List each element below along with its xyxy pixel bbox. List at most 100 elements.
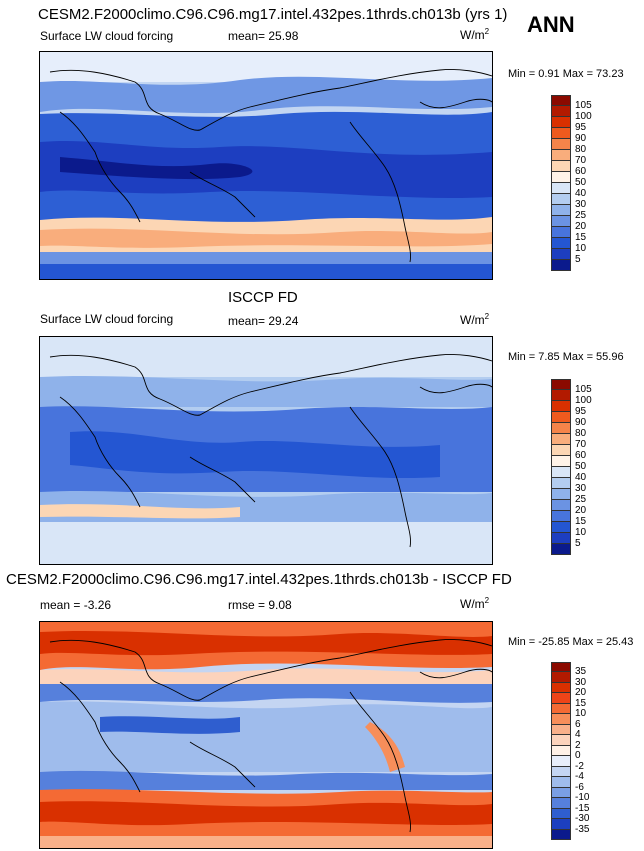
colorbar-swatch	[551, 423, 571, 434]
panel1-map-svg	[40, 52, 492, 279]
colorbar-swatch	[551, 745, 571, 757]
colorbar-swatch	[551, 194, 571, 205]
panel2-colorbar	[551, 379, 571, 555]
colorbar-swatch	[551, 260, 571, 271]
panel1-mean-label: mean=	[228, 29, 266, 43]
colorbar-tick-label: 20	[575, 221, 587, 232]
colorbar-swatch	[551, 756, 571, 767]
colorbar-swatch	[551, 703, 571, 715]
colorbar-swatch	[551, 412, 571, 423]
panel3-units: W/m2	[460, 596, 489, 611]
colorbar-tick-label: 20	[575, 505, 587, 516]
colorbar-swatch	[551, 500, 571, 511]
colorbar-swatch	[551, 379, 571, 390]
colorbar-tick-label: 25	[575, 494, 587, 505]
colorbar-swatch	[551, 787, 571, 799]
colorbar-swatch	[551, 161, 571, 172]
panel3-title: CESM2.F2000climo.C96.C96.mg17.intel.432p…	[6, 571, 512, 588]
panel3-units-exp: 2	[484, 596, 490, 605]
panel3-rmse: rmse = 9.08	[228, 598, 292, 612]
panel1-units-base: W/m	[460, 28, 485, 42]
colorbar-swatch	[551, 829, 571, 840]
colorbar-tick-label: 10	[575, 708, 587, 720]
colorbar-swatch	[551, 478, 571, 489]
panel2-mean: mean= 29.24	[228, 314, 298, 328]
colorbar-tick-label: 40	[575, 188, 587, 199]
panel1-title: CESM2.F2000climo.C96.C96.mg17.intel.432p…	[38, 6, 508, 23]
colorbar-swatch	[551, 662, 571, 673]
colorbar-swatch	[551, 735, 571, 746]
colorbar-swatch	[551, 766, 571, 778]
panel1-mean: mean= 25.98	[228, 29, 298, 43]
season-label: ANN	[527, 12, 575, 37]
colorbar-tick-label: 90	[575, 133, 587, 144]
colorbar-swatch	[551, 467, 571, 478]
colorbar-swatch	[551, 216, 571, 227]
colorbar-swatch	[551, 95, 571, 106]
panel1-minmax: Min = 0.91 Max = 73.23	[508, 68, 624, 80]
colorbar-tick-label: 80	[575, 144, 587, 155]
colorbar-swatch	[551, 511, 571, 522]
panel2-units-base: W/m	[460, 313, 485, 327]
colorbar-tick-label: 5	[575, 538, 581, 549]
colorbar-tick-label: 30	[575, 199, 587, 210]
colorbar-swatch	[551, 777, 571, 788]
colorbar-swatch	[551, 714, 571, 725]
colorbar-tick-label: 105	[575, 100, 592, 111]
colorbar-tick-label: -30	[575, 813, 590, 825]
colorbar-tick-label: 2	[575, 739, 581, 751]
colorbar-tick-label: 60	[575, 166, 587, 177]
panel3-map-svg	[40, 622, 492, 848]
colorbar-tick-label: 0	[575, 750, 581, 762]
panel1-mean-value: 25.98	[268, 29, 299, 43]
colorbar-swatch	[551, 533, 571, 544]
colorbar-swatch	[551, 522, 571, 533]
panel2-title: ISCCP FD	[228, 289, 298, 306]
colorbar-swatch	[551, 139, 571, 150]
panel2-units-exp: 2	[484, 312, 490, 321]
colorbar-tick-label: 15	[575, 232, 587, 243]
colorbar-tick-label: 5	[575, 254, 581, 265]
colorbar-tick-label: 20	[575, 687, 587, 699]
colorbar-tick-label: 30	[575, 676, 587, 688]
colorbar-tick-label: -4	[575, 771, 584, 783]
colorbar-swatch	[551, 489, 571, 500]
colorbar-swatch	[551, 183, 571, 194]
panel1-colorbar	[551, 95, 571, 271]
panel2-mean-value: 29.24	[268, 314, 299, 328]
colorbar-tick-label: 90	[575, 417, 587, 428]
colorbar-swatch	[551, 693, 571, 704]
panel3-colorbar	[551, 662, 571, 840]
colorbar-swatch	[551, 672, 571, 683]
colorbar-swatch	[551, 205, 571, 216]
panel1-units: W/m2	[460, 27, 489, 42]
colorbar-tick-label: 60	[575, 450, 587, 461]
colorbar-tick-label: 4	[575, 729, 581, 741]
colorbar-swatch	[551, 401, 571, 412]
colorbar-tick-label: 6	[575, 718, 581, 730]
colorbar-tick-label: -35	[575, 823, 590, 835]
colorbar-tick-label: 10	[575, 527, 587, 538]
colorbar-swatch	[551, 724, 571, 736]
colorbar-swatch	[551, 172, 571, 183]
colorbar-tick-label: 105	[575, 384, 592, 395]
panel2-units: W/m2	[460, 312, 489, 327]
colorbar-swatch	[551, 798, 571, 809]
panel2-minmax: Min = 7.85 Max = 55.96	[508, 351, 624, 363]
colorbar-swatch	[551, 150, 571, 161]
colorbar-tick-label: 30	[575, 483, 587, 494]
colorbar-tick-label: 80	[575, 428, 587, 439]
colorbar-tick-label: 95	[575, 406, 587, 417]
colorbar-swatch	[551, 434, 571, 445]
colorbar-swatch	[551, 390, 571, 401]
colorbar-tick-label: -10	[575, 792, 590, 804]
colorbar-tick-label: 10	[575, 243, 587, 254]
colorbar-swatch	[551, 128, 571, 139]
colorbar-tick-label: 70	[575, 439, 587, 450]
colorbar-tick-label: 15	[575, 697, 587, 709]
colorbar-swatch	[551, 117, 571, 128]
colorbar-tick-label: 50	[575, 461, 587, 472]
colorbar-swatch	[551, 249, 571, 260]
colorbar-swatch	[551, 238, 571, 249]
colorbar-tick-label: 70	[575, 155, 587, 166]
